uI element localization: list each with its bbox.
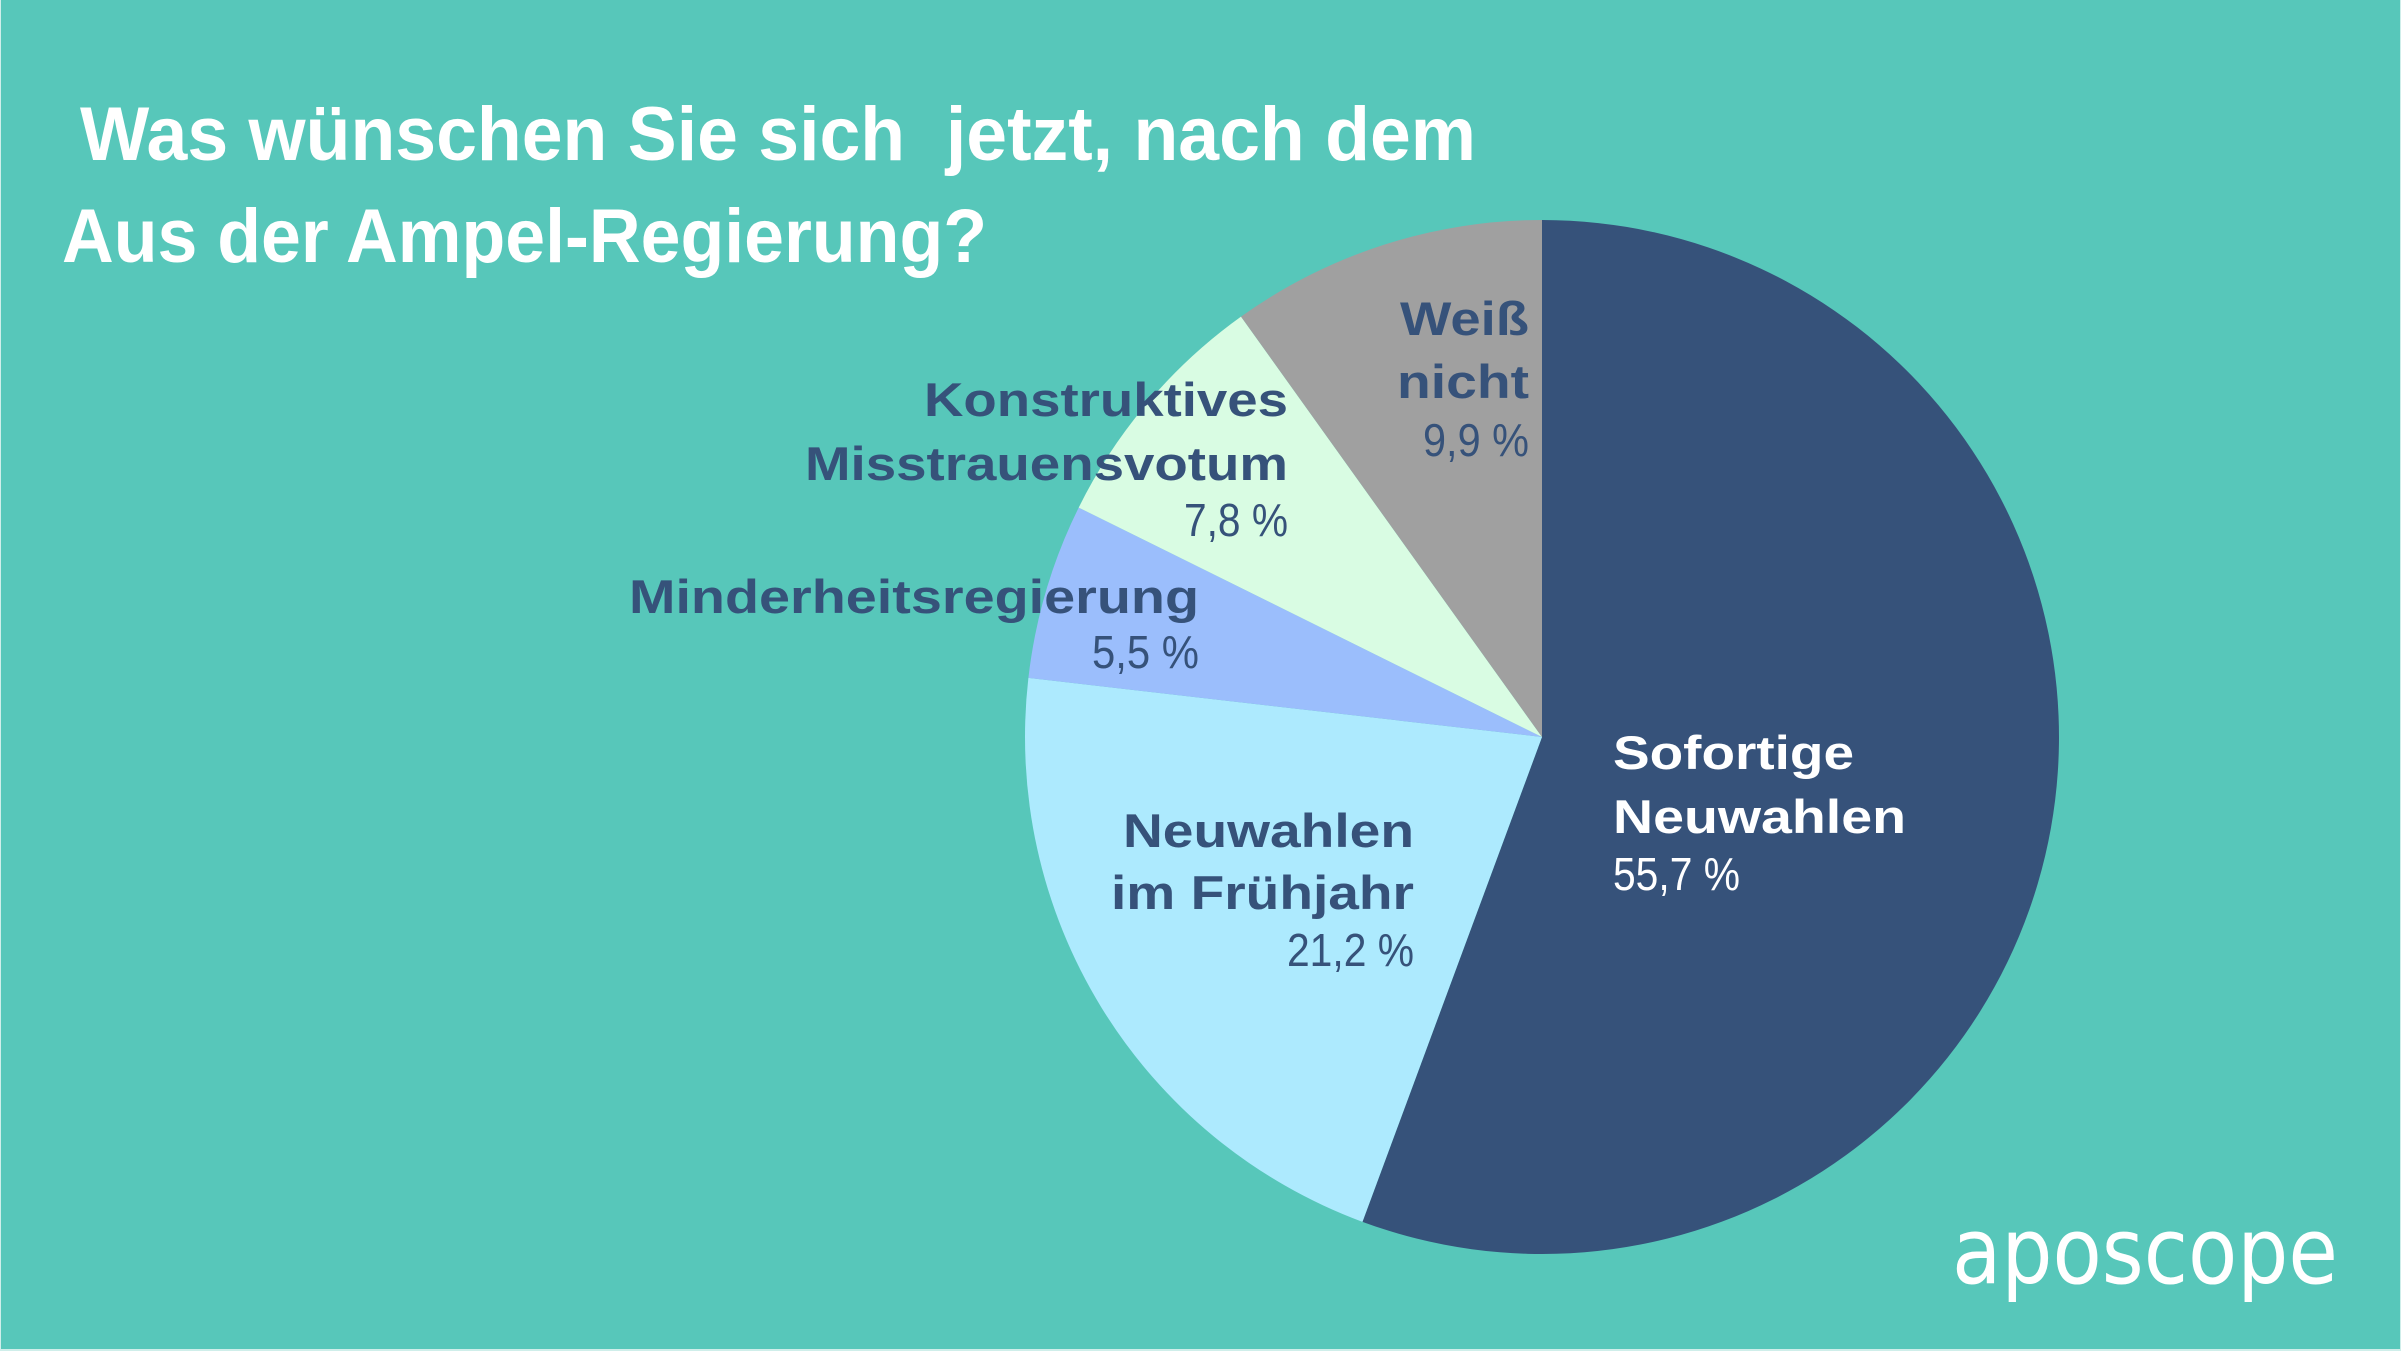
pie-slice-minderheitsregierung — [1028, 507, 1542, 737]
pie-slice-sofortige-neuwahlen — [1362, 220, 2059, 1254]
pie-slice-konstruktives-misstrauensvotum — [1078, 316, 1542, 737]
slice-value-label: 5,5 % — [1092, 626, 1199, 678]
slice-label-sofortige-neuwahlen: Sofortige Neuwahlen 55,7 % — [1613, 726, 1906, 900]
slice-label-minderheitsregierung: Minderheitsregierung 5,5 % — [629, 570, 1199, 678]
slice-label-neuwahlen-im-fruehjahr: Neuwahlen im Frühjahr 21,2 % — [1111, 804, 1414, 976]
slice-value-label: 21,2 % — [1287, 924, 1414, 976]
slice-label-weiss-nicht: Weiß nicht 9,9 % — [1397, 292, 1529, 466]
slice-value-label: 7,8 % — [1184, 494, 1288, 546]
slice-value-label: 55,7 % — [1613, 848, 1740, 900]
slice-label-text: im Frühjahr — [1111, 866, 1414, 919]
chart-title-line-1: Was wünschen Sie sich jetzt, nach dem — [80, 92, 1476, 177]
chart-title-line-2: Aus der Ampel-Regierung? — [62, 194, 987, 279]
slice-label-text: Neuwahlen — [1613, 790, 1906, 843]
slice-label-text: Sofortige — [1613, 726, 1854, 779]
slice-label-text: nicht — [1397, 355, 1529, 408]
slice-label-text: Minderheitsregierung — [629, 570, 1199, 623]
aposcope-logo: aposcope — [1952, 1198, 2338, 1305]
slice-label-text: Neuwahlen — [1123, 804, 1414, 857]
slice-label-text: Misstrauensvotum — [805, 437, 1288, 490]
pie-slices — [1025, 220, 2059, 1254]
pie-slice-weiss-nicht — [1241, 220, 1542, 737]
slice-label-text: Weiß — [1400, 292, 1529, 345]
slice-value-label: 9,9 % — [1423, 414, 1529, 466]
slice-label-konstruktives-misstrauensvotum: Konstruktives Misstrauensvotum 7,8 % — [805, 373, 1288, 546]
slice-label-text: Konstruktives — [924, 373, 1288, 426]
pie-slice-neuwahlen-im-fruehjahr — [1025, 677, 1542, 1222]
chart-title: Was wünschen Sie sich jetzt, nach dem Au… — [62, 92, 1476, 279]
